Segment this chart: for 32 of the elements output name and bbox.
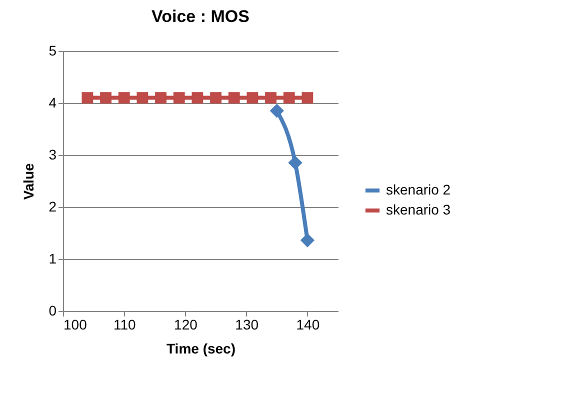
x-tick-label: 100 <box>64 316 88 332</box>
y-axis-title: Value <box>20 163 37 200</box>
point <box>265 92 276 104</box>
legend-label: skenario 2 <box>386 182 451 198</box>
y-tick-label: 5 <box>48 42 57 58</box>
point <box>118 92 130 104</box>
point <box>283 92 295 104</box>
point <box>228 92 240 104</box>
point <box>136 92 148 104</box>
point <box>302 92 314 104</box>
point <box>82 92 94 104</box>
point <box>192 92 204 104</box>
legend-label: skenario 3 <box>386 202 451 218</box>
x-tick-label: 120 <box>174 316 198 332</box>
y-tick-label: 3 <box>48 146 57 162</box>
point <box>246 92 258 104</box>
point <box>300 233 315 248</box>
y-tick-label: 0 <box>48 302 57 318</box>
x-tick-label: 130 <box>235 316 259 332</box>
point <box>100 92 112 104</box>
x-tick-label: 140 <box>296 316 320 332</box>
point <box>155 92 166 104</box>
x-axis-title: Time (sec) <box>166 340 236 356</box>
y-tick-label: 2 <box>48 198 57 214</box>
y-tick-label: 4 <box>48 94 57 110</box>
chart-title: Voice : MOS <box>152 7 250 26</box>
y-tick-label: 1 <box>48 250 57 266</box>
x-tick-label: 110 <box>113 316 136 332</box>
point <box>173 92 185 104</box>
point <box>210 92 222 104</box>
point <box>270 104 284 118</box>
point <box>288 156 302 170</box>
